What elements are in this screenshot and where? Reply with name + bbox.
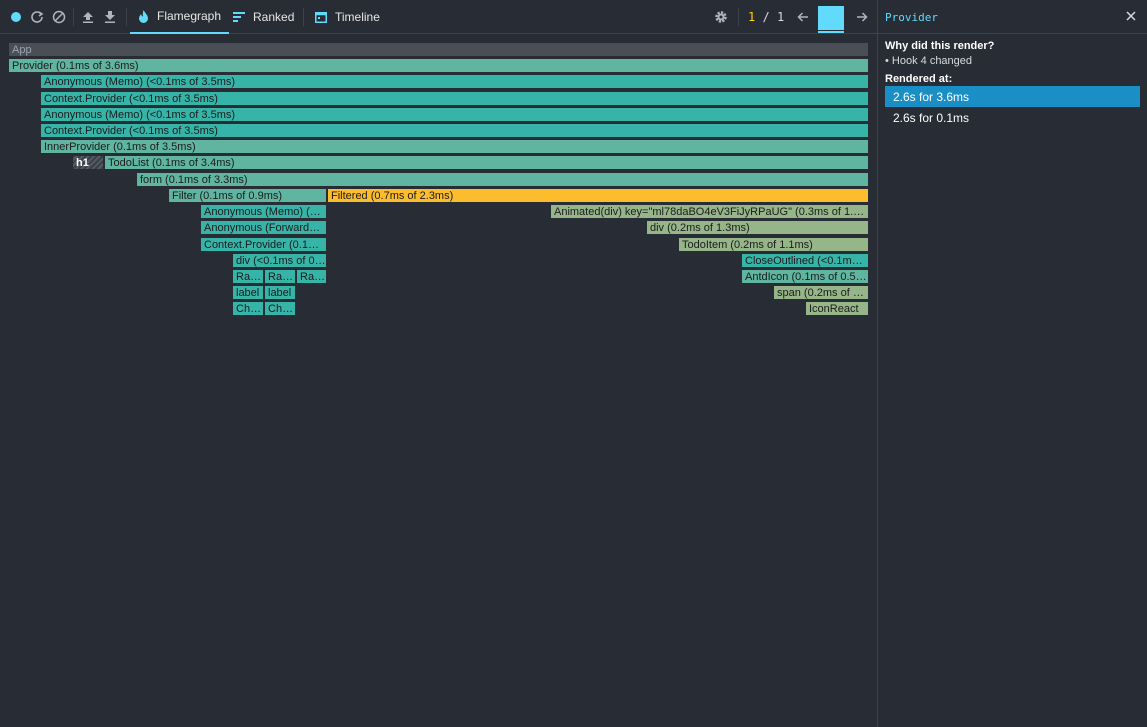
flame-bar[interactable]: Radio bbox=[296, 269, 327, 284]
gear-icon[interactable] bbox=[713, 9, 729, 25]
tab-label: Flamegraph bbox=[157, 9, 222, 23]
flame-bar[interactable]: label bbox=[232, 285, 264, 300]
commit-bar-selected[interactable] bbox=[818, 6, 844, 30]
flame-bar[interactable]: Checkbox bbox=[232, 301, 264, 316]
flame-bar[interactable]: form (0.1ms of 3.3ms) bbox=[136, 172, 869, 187]
arrow-left-icon[interactable] bbox=[795, 9, 811, 25]
flame-bar[interactable]: div (0.2ms of 1.3ms) bbox=[646, 220, 869, 235]
flame-bar[interactable]: Context.Provider (0.1ms of 0.8ms) bbox=[200, 237, 327, 252]
commit-item[interactable]: 2.6s for 0.1ms bbox=[893, 110, 970, 125]
profiler-toolbar: Flamegraph Ranked Timeline 1 / 1 bbox=[0, 0, 877, 34]
flame-bar[interactable]: Filtered (0.7ms of 2.3ms) bbox=[327, 188, 869, 203]
close-icon[interactable] bbox=[1125, 9, 1137, 27]
flame-icon bbox=[139, 9, 148, 23]
flame-bar[interactable]: CloseOutlined (<0.1ms of 0.5ms) bbox=[741, 253, 869, 268]
toolbar-divider bbox=[738, 8, 739, 26]
toolbar-divider bbox=[303, 8, 304, 26]
commit-current: 1 bbox=[748, 10, 756, 24]
tab-label: Ranked bbox=[253, 10, 295, 24]
tab-timeline[interactable]: Timeline bbox=[315, 0, 380, 34]
calendar-icon bbox=[315, 12, 327, 23]
sidebar-title: Provider bbox=[885, 11, 938, 24]
flame-bar[interactable]: Radio bbox=[232, 269, 264, 284]
commit-counter: 1 / 1 bbox=[748, 10, 784, 24]
why-rendered-label: Why did this render? bbox=[885, 40, 995, 52]
download-icon[interactable] bbox=[102, 9, 118, 25]
flame-bar[interactable]: Checkbox bbox=[264, 301, 296, 316]
sidebar-body: Why did this render? • Hook 4 changed Re… bbox=[885, 40, 1140, 128]
flame-bar[interactable]: Anonymous (Memo) (<0.1ms of 3.5ms) bbox=[40, 107, 869, 122]
flame-bar[interactable]: InnerProvider (0.1ms of 3.5ms) bbox=[40, 139, 869, 154]
commit-item[interactable]: 2.6s for 3.6ms bbox=[885, 86, 1140, 107]
arrow-right-icon[interactable] bbox=[854, 9, 870, 25]
commit-separator: / bbox=[762, 10, 770, 24]
ranked-icon bbox=[233, 12, 245, 22]
flame-bar[interactable]: TodoList (0.1ms of 3.4ms) bbox=[104, 155, 869, 170]
flame-bar[interactable]: Animated(div) key="ml78daBO4eV3FiJyRPaUG… bbox=[550, 204, 869, 219]
upload-icon[interactable] bbox=[80, 9, 96, 25]
render-reason: • Hook 4 changed bbox=[885, 55, 973, 67]
flame-bar[interactable]: Anonymous (ForwardRef) (<0.1ms of 0.8ms) bbox=[200, 220, 327, 235]
toolbar-divider bbox=[126, 8, 127, 26]
commit-bar-underline bbox=[818, 31, 844, 33]
clear-icon[interactable] bbox=[51, 9, 67, 25]
record-icon[interactable] bbox=[8, 9, 24, 25]
flame-bar[interactable]: Anonymous (Memo) (<0.1ms of 3.5ms) bbox=[40, 74, 869, 89]
flame-bar[interactable]: TodoItem (0.2ms of 1.1ms) bbox=[678, 237, 869, 252]
tab-flamegraph[interactable]: Flamegraph bbox=[130, 0, 230, 34]
flame-bar[interactable]: Context.Provider (<0.1ms of 3.5ms) bbox=[40, 91, 869, 106]
panel-divider[interactable] bbox=[877, 0, 878, 727]
flame-bar[interactable]: span (0.2ms of 0.4ms) bbox=[773, 285, 869, 300]
flame-bar[interactable]: h1 bbox=[72, 155, 104, 170]
flame-bar[interactable]: Radio bbox=[264, 269, 296, 284]
flame-bar[interactable]: IconReact bbox=[805, 301, 869, 316]
reload-icon[interactable] bbox=[29, 9, 45, 25]
commit-total: 1 bbox=[776, 10, 785, 24]
tab-label: Timeline bbox=[335, 10, 380, 24]
flame-bar[interactable]: Provider (0.1ms of 3.6ms) bbox=[8, 58, 869, 73]
flame-bar[interactable]: Context.Provider (<0.1ms of 3.5ms) bbox=[40, 123, 869, 138]
flame-bar[interactable]: Filter (0.1ms of 0.9ms) bbox=[168, 188, 327, 203]
flame-bar[interactable]: AntdIcon (0.1ms of 0.5ms) bbox=[741, 269, 869, 284]
rendered-at-label: Rendered at: bbox=[885, 73, 953, 85]
flame-bar[interactable]: div (<0.1ms of 0.7ms) bbox=[232, 253, 327, 268]
flame-bar[interactable]: App bbox=[8, 42, 869, 57]
sidebar-header: Provider bbox=[878, 0, 1147, 34]
flamegraph-chart: App Provider (0.1ms of 3.6ms) Anonymous … bbox=[0, 34, 877, 727]
flame-bar[interactable]: Anonymous (Memo) (<0.1ms of 0.8ms) bbox=[200, 204, 327, 219]
tab-ranked[interactable]: Ranked bbox=[233, 0, 294, 34]
flame-bar[interactable]: label bbox=[264, 285, 296, 300]
toolbar-divider bbox=[73, 8, 74, 26]
